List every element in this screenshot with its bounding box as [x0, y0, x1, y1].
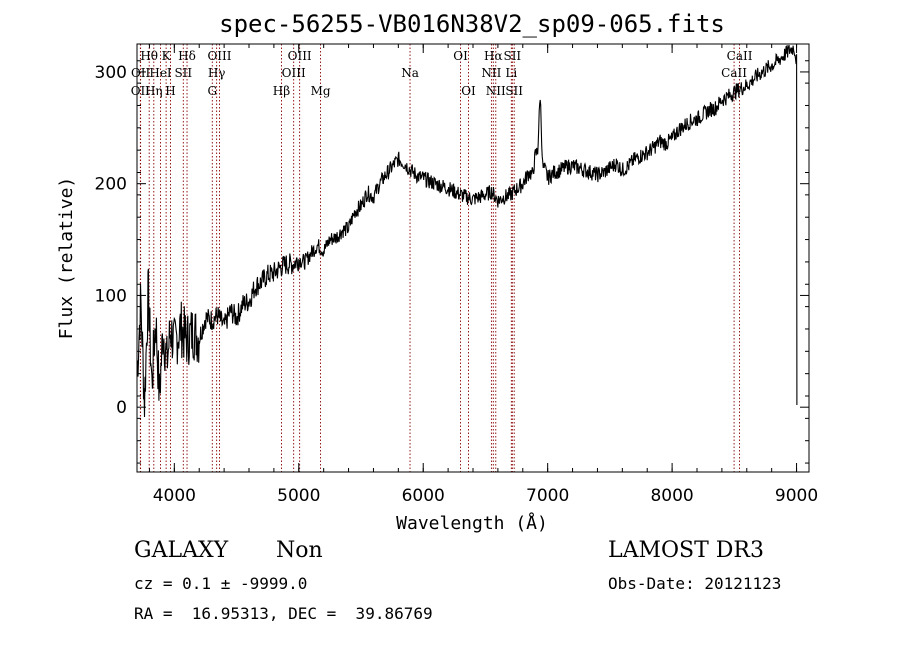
y-tick-label: 0 [116, 398, 127, 418]
emission-line-label-7: SII [174, 66, 192, 80]
y-tick-label: 100 [95, 286, 127, 306]
emission-line-label-11: OIII [207, 49, 231, 63]
emission-line-label-10: Hγ [208, 66, 226, 80]
emission-line-label-19: NII [481, 66, 501, 80]
emission-line-label-23: Li [505, 66, 517, 80]
chart-title: spec-56255-VB016N38V2_sp09-065.fits [219, 10, 725, 38]
emission-line-label-21: NII [486, 84, 506, 98]
object-subclass: Non [276, 538, 323, 563]
emission-line-label-24: SII [505, 84, 523, 98]
emission-line-label-13: OIII [282, 66, 306, 80]
emission-line-label-17: OI [453, 49, 468, 63]
emission-line-label-2: Hθ [140, 49, 158, 63]
emission-line-label-3: Hη [145, 84, 163, 98]
y-axis-label: Flux (relative) [56, 177, 77, 340]
emission-line-label-20: Hα [484, 49, 503, 63]
object-class: GALAXY [134, 538, 229, 563]
observation-date: Obs-Date: 20121123 [608, 574, 782, 593]
redshift-line: cz = 0.1 ± -9999.0 [134, 574, 308, 593]
x-axis-label: Wavelength (Å) [396, 512, 548, 534]
y-tick-label: 200 [95, 175, 127, 195]
x-tick-label: 6000 [402, 486, 445, 506]
emission-line-label-18: OI [461, 84, 476, 98]
emission-line-label-5: K [162, 49, 172, 63]
emission-line-label-0: OII [131, 84, 151, 98]
emission-line-labels: OII OII Hθ Hη HeI K H SII Hδ G Hγ OIII Hβ OIII OIII Mg N… [131, 49, 753, 98]
emission-line-label-8: Hδ [178, 49, 196, 63]
emission-line-label-25: CaII [721, 66, 747, 80]
emission-line-label-4: HeI [149, 66, 172, 80]
x-axis-ticks: 4000 5000 6000 7000 8000 9000 [148, 44, 818, 506]
x-tick-label: 5000 [277, 486, 320, 506]
y-axis-ticks: 0 100 200 300 [95, 60, 809, 464]
emission-line-markers [139, 44, 741, 472]
x-tick-label: 4000 [153, 486, 196, 506]
emission-line-label-1: OII [131, 66, 151, 80]
emission-line-label-26: CaII [727, 49, 753, 63]
survey-name: LAMOST DR3 [608, 538, 764, 563]
emission-line-label-22: SII [503, 49, 521, 63]
emission-line-label-14: OIII [288, 49, 312, 63]
coordinates: RA = 16.95313, DEC = 39.86769 [134, 604, 433, 623]
x-tick-label: 9000 [775, 486, 818, 506]
x-tick-label: 8000 [650, 486, 693, 506]
emission-line-label-9: G [207, 84, 217, 98]
emission-line-label-6: H [165, 84, 175, 98]
emission-line-label-12: Hβ [273, 84, 290, 98]
spectrum-series-flux [136, 44, 798, 418]
plot-frame [136, 43, 810, 473]
y-tick-label: 300 [95, 63, 127, 83]
emission-line-label-16: Na [401, 66, 419, 80]
x-tick-label: 7000 [526, 486, 569, 506]
emission-line-label-15: Mg [311, 84, 331, 98]
